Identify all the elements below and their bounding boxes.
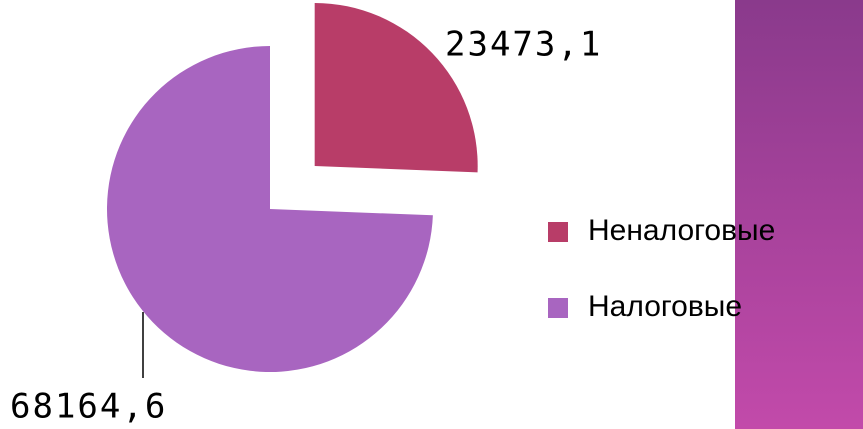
data-label: 68164,6 (10, 387, 167, 427)
legend-label: Налоговые (588, 290, 742, 323)
pie-slice (314, 3, 478, 173)
legend-label: Неналоговые (588, 214, 775, 247)
data-label: 23473,1 (445, 25, 602, 65)
legend-swatch (548, 222, 568, 242)
background-strip (735, 0, 863, 429)
pie-slice (106, 46, 433, 372)
legend-swatch (548, 298, 568, 318)
